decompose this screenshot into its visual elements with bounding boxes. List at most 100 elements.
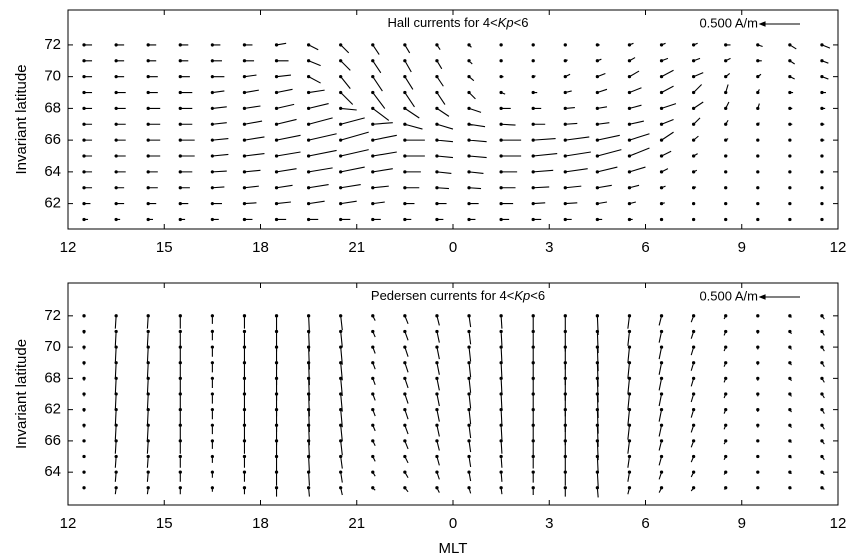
current-vector bbox=[178, 90, 193, 95]
current-vector bbox=[595, 329, 600, 354]
current-vector bbox=[210, 59, 222, 63]
panel-title: Hall currents for 4<Kp<6 bbox=[388, 15, 529, 30]
current-vector bbox=[467, 486, 472, 494]
current-vector bbox=[114, 75, 125, 79]
current-vector bbox=[403, 361, 409, 373]
y-tick-label: 66 bbox=[44, 432, 61, 449]
current-vector bbox=[595, 72, 606, 79]
current-vector bbox=[499, 329, 503, 346]
current-vector bbox=[627, 376, 632, 395]
current-vector bbox=[339, 314, 343, 331]
current-vector bbox=[467, 59, 473, 65]
current-vector bbox=[724, 217, 728, 222]
x-tick-label: 6 bbox=[641, 515, 649, 532]
current-vector bbox=[242, 439, 247, 454]
current-vector bbox=[178, 106, 193, 111]
x-tick-label: 12 bbox=[60, 239, 77, 256]
current-vector bbox=[756, 329, 760, 334]
current-vector bbox=[146, 423, 150, 440]
current-vector bbox=[820, 59, 829, 64]
title-part: <6 bbox=[514, 15, 529, 30]
current-vector bbox=[659, 118, 674, 126]
current-vector bbox=[371, 361, 376, 370]
current-vector bbox=[788, 454, 792, 459]
current-vector bbox=[595, 88, 608, 95]
current-vector bbox=[435, 329, 440, 343]
current-vector bbox=[306, 361, 311, 386]
current-vector bbox=[658, 361, 664, 375]
x-tick-label: 3 bbox=[545, 515, 553, 532]
current-vector bbox=[306, 376, 311, 401]
current-vector bbox=[788, 329, 792, 335]
current-vector bbox=[788, 90, 794, 95]
current-vector bbox=[756, 470, 760, 474]
current-vector bbox=[242, 329, 247, 346]
current-vector bbox=[563, 136, 590, 142]
current-vector bbox=[820, 392, 825, 399]
current-vector bbox=[467, 423, 472, 439]
current-vector bbox=[820, 376, 825, 383]
current-vector bbox=[306, 117, 333, 126]
current-vector bbox=[435, 106, 450, 117]
current-vector bbox=[435, 138, 454, 143]
current-vector bbox=[563, 217, 572, 222]
current-vector bbox=[820, 314, 825, 320]
title-part: <6 bbox=[530, 288, 545, 303]
y-tick-label: 72 bbox=[44, 36, 61, 53]
current-vector bbox=[756, 122, 760, 126]
current-vector bbox=[756, 361, 760, 366]
current-vector bbox=[435, 470, 440, 480]
x-tick-label: 15 bbox=[156, 239, 173, 256]
current-vector bbox=[499, 75, 504, 79]
current-vector bbox=[531, 137, 556, 142]
current-vector bbox=[756, 73, 762, 79]
current-vector bbox=[114, 439, 118, 454]
current-vector bbox=[274, 184, 293, 190]
current-vector bbox=[563, 185, 582, 190]
current-vector bbox=[435, 423, 440, 437]
current-vector bbox=[690, 329, 696, 339]
current-vector bbox=[242, 89, 259, 95]
current-vector bbox=[371, 90, 386, 109]
current-vector bbox=[595, 43, 600, 47]
current-vector bbox=[371, 454, 376, 462]
current-vector bbox=[467, 170, 484, 175]
current-vector bbox=[788, 75, 795, 80]
current-vector bbox=[146, 75, 158, 79]
current-vector bbox=[691, 42, 698, 47]
current-vector bbox=[371, 376, 376, 385]
current-vector bbox=[595, 122, 610, 126]
current-vector bbox=[820, 470, 825, 475]
current-vector bbox=[435, 392, 440, 407]
current-vector bbox=[210, 329, 215, 341]
current-vector bbox=[627, 70, 640, 79]
current-vector bbox=[146, 154, 161, 158]
current-vector bbox=[756, 314, 760, 318]
current-vector bbox=[595, 470, 600, 487]
current-vector bbox=[242, 153, 265, 158]
current-vector bbox=[659, 201, 665, 206]
current-vector bbox=[723, 486, 728, 490]
current-vector bbox=[467, 439, 472, 453]
current-vector bbox=[756, 486, 760, 490]
current-vector bbox=[756, 43, 763, 48]
current-vector bbox=[403, 170, 421, 174]
current-vector bbox=[403, 154, 425, 158]
current-vector bbox=[82, 186, 93, 190]
current-vector bbox=[146, 392, 150, 411]
current-vector bbox=[467, 407, 472, 425]
current-vector bbox=[531, 106, 542, 111]
current-vector bbox=[627, 42, 634, 47]
current-vector bbox=[242, 392, 247, 410]
current-vector bbox=[178, 470, 182, 482]
current-vector bbox=[114, 106, 126, 111]
current-vector bbox=[274, 118, 297, 126]
current-vector bbox=[82, 361, 86, 366]
current-vector bbox=[627, 439, 632, 454]
current-vector bbox=[756, 138, 760, 142]
current-vector bbox=[242, 486, 247, 495]
current-vector bbox=[210, 153, 229, 158]
current-vector bbox=[724, 84, 729, 95]
current-vector bbox=[82, 439, 86, 443]
current-vector bbox=[371, 392, 376, 401]
